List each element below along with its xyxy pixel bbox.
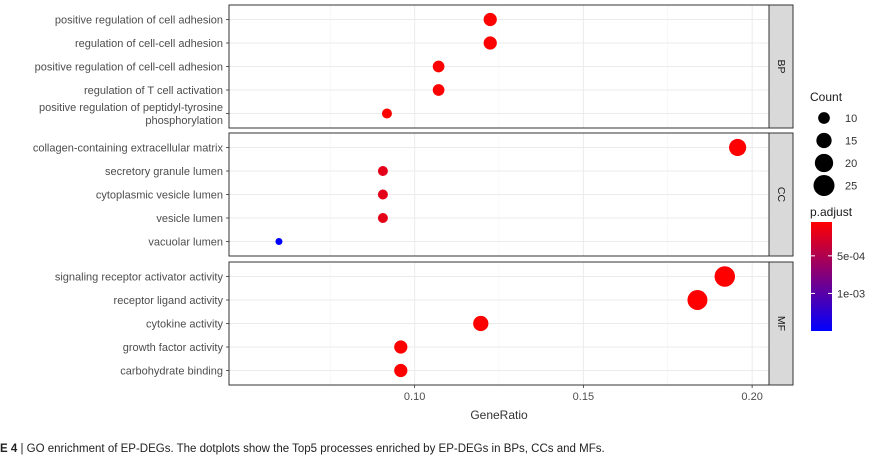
y-tick-label: vacuolar lumen bbox=[148, 237, 223, 249]
y-tick-label: carbohydrate binding bbox=[120, 366, 223, 378]
data-point bbox=[714, 266, 736, 287]
x-tick-label: 0.20 bbox=[741, 391, 762, 403]
y-tick-label: positive regulation of peptidyl-tyrosine… bbox=[39, 102, 223, 127]
x-tick-label: 0.10 bbox=[404, 391, 425, 403]
y-tick-label: growth factor activity bbox=[123, 342, 224, 354]
facet-strip-label: MF bbox=[775, 316, 787, 331]
go-dotplot-chart: positive regulation of cell adhesion regu… bbox=[33, 4, 865, 422]
data-point bbox=[432, 84, 445, 96]
panels-layer: positive regulation of cell adhesion regu… bbox=[33, 4, 794, 403]
count-legend-title: Count bbox=[810, 90, 843, 104]
data-point bbox=[473, 315, 489, 332]
caption-text: | GO enrichment of EP-DEGs. The dotplots… bbox=[20, 443, 605, 455]
data-point bbox=[687, 290, 708, 310]
data-point bbox=[377, 189, 388, 200]
data-point bbox=[483, 36, 497, 50]
count-legend-key bbox=[814, 153, 834, 173]
facet-strip bbox=[768, 261, 794, 386]
count-legend-label: 15 bbox=[845, 136, 857, 148]
data-point bbox=[394, 340, 408, 354]
y-tick-label: collagen-containing extracellular matrix bbox=[33, 143, 224, 155]
padjust-colorbar bbox=[811, 222, 832, 331]
x-axis-label: GeneRatio bbox=[470, 408, 528, 422]
panel-mf: signaling receptor activator activity rec… bbox=[55, 261, 794, 386]
data-point bbox=[377, 165, 388, 177]
facet-strip-label: BP bbox=[775, 59, 787, 73]
y-tick-label: cytokine activity bbox=[146, 319, 224, 331]
count-legend-label: 25 bbox=[845, 181, 857, 193]
data-point bbox=[483, 12, 497, 27]
figure-label: E 4 bbox=[0, 443, 18, 455]
y-tick-label: cytoplasmic vesicle lumen bbox=[96, 190, 223, 202]
count-legend-key bbox=[816, 132, 832, 149]
y-tick-label: secretory granule lumen bbox=[105, 166, 223, 178]
data-point bbox=[377, 212, 388, 224]
facet-strip bbox=[768, 4, 794, 129]
colorbar-label: 1e-03 bbox=[837, 288, 865, 300]
y-tick-label: vesicle lumen bbox=[156, 213, 223, 225]
data-point bbox=[394, 363, 408, 378]
count-legend-label: 20 bbox=[845, 158, 857, 170]
x-tick-label: 0.15 bbox=[573, 391, 594, 403]
facet-strip bbox=[768, 132, 794, 257]
data-point bbox=[381, 108, 392, 119]
count-legend-key bbox=[818, 112, 830, 124]
data-point bbox=[432, 60, 445, 73]
y-tick-label: regulation of T cell activation bbox=[84, 85, 223, 97]
colorbar-label: 5e-04 bbox=[837, 251, 865, 263]
count-legend-key bbox=[813, 175, 835, 196]
data-point bbox=[275, 238, 283, 245]
figure-caption: E 4 | GO enrichment of EP-DEGs. The dotp… bbox=[0, 443, 877, 455]
panel-cc: collagen-containing extracellular matrix… bbox=[33, 132, 794, 257]
y-tick-label: receptor ligand activity bbox=[114, 295, 224, 307]
padjust-color-legend: p.adjust 5e-04 1e-03 bbox=[810, 205, 865, 331]
count-legend-label: 10 bbox=[845, 113, 857, 125]
y-tick-label: signaling receptor activator activity bbox=[55, 272, 224, 284]
y-tick-label: regulation of cell-cell adhesion bbox=[75, 38, 223, 50]
y-tick-label: positive regulation of cell-cell adhesio… bbox=[35, 62, 223, 74]
panel-bp: positive regulation of cell adhesion regu… bbox=[35, 4, 794, 129]
facet-strip-label: CC bbox=[775, 187, 787, 203]
data-point bbox=[729, 138, 747, 157]
y-tick-label: positive regulation of cell adhesion bbox=[55, 15, 223, 27]
padjust-legend-title: p.adjust bbox=[810, 205, 853, 219]
